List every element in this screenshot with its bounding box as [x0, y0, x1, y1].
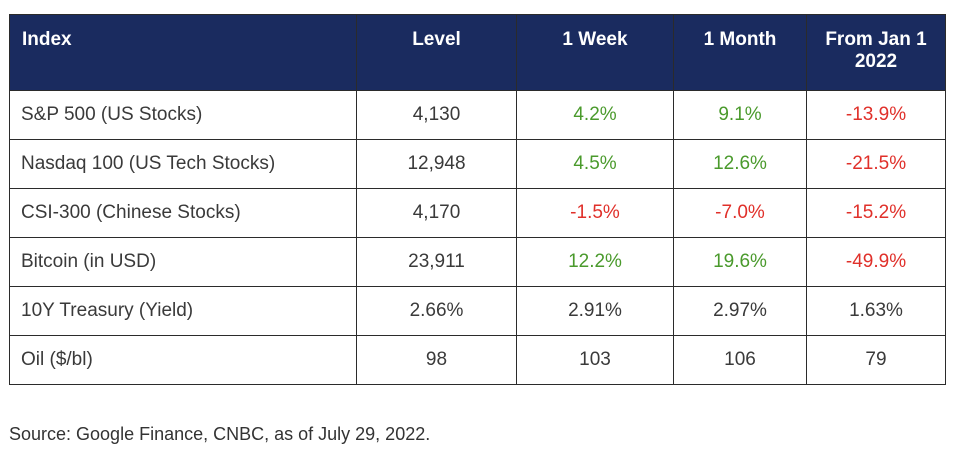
cell-ytd: -13.9% — [806, 90, 946, 140]
cell-1-week: 2.91% — [516, 286, 674, 336]
market-performance-table: Index Level 1 Week 1 Month From Jan 1 20… — [9, 14, 946, 385]
header-level: Level — [356, 14, 517, 91]
cell-ytd: -21.5% — [806, 139, 946, 189]
table-row: CSI-300 (Chinese Stocks) 4,170 -1.5% -7.… — [9, 188, 946, 238]
market-performance-table-container: Index Level 1 Week 1 Month From Jan 1 20… — [9, 14, 946, 385]
cell-level: 4,170 — [356, 188, 517, 238]
cell-1-month: -7.0% — [673, 188, 807, 238]
cell-level: 4,130 — [356, 90, 517, 140]
cell-index-name: CSI-300 (Chinese Stocks) — [9, 188, 357, 238]
cell-1-month: 2.97% — [673, 286, 807, 336]
cell-ytd: 79 — [806, 335, 946, 385]
table-row: S&P 500 (US Stocks) 4,130 4.2% 9.1% -13.… — [9, 90, 946, 140]
table-row: Oil ($/bl) 98 103 106 79 — [9, 335, 946, 385]
cell-1-week: 103 — [516, 335, 674, 385]
cell-index-name: S&P 500 (US Stocks) — [9, 90, 357, 140]
cell-1-month: 19.6% — [673, 237, 807, 287]
cell-level: 98 — [356, 335, 517, 385]
table-row: Nasdaq 100 (US Tech Stocks) 12,948 4.5% … — [9, 139, 946, 189]
cell-level: 23,911 — [356, 237, 517, 287]
cell-level: 12,948 — [356, 139, 517, 189]
cell-index-name: Nasdaq 100 (US Tech Stocks) — [9, 139, 357, 189]
cell-1-week: 4.2% — [516, 90, 674, 140]
cell-index-name: Bitcoin (in USD) — [9, 237, 357, 287]
cell-index-name: 10Y Treasury (Yield) — [9, 286, 357, 336]
header-from-jan-1-2022: From Jan 1 2022 — [806, 14, 946, 91]
table-body: S&P 500 (US Stocks) 4,130 4.2% 9.1% -13.… — [9, 90, 946, 385]
table-header-row: Index Level 1 Week 1 Month From Jan 1 20… — [9, 14, 946, 91]
header-1-week: 1 Week — [516, 14, 674, 91]
cell-1-month: 106 — [673, 335, 807, 385]
cell-1-month: 12.6% — [673, 139, 807, 189]
cell-1-week: 12.2% — [516, 237, 674, 287]
cell-index-name: Oil ($/bl) — [9, 335, 357, 385]
cell-1-week: 4.5% — [516, 139, 674, 189]
cell-level: 2.66% — [356, 286, 517, 336]
source-note: Source: Google Finance, CNBC, as of July… — [9, 424, 431, 444]
cell-ytd: -15.2% — [806, 188, 946, 238]
cell-ytd: 1.63% — [806, 286, 946, 336]
cell-1-week: -1.5% — [516, 188, 674, 238]
table-row: 10Y Treasury (Yield) 2.66% 2.91% 2.97% 1… — [9, 286, 946, 336]
cell-ytd: -49.9% — [806, 237, 946, 287]
table-row: Bitcoin (in USD) 23,911 12.2% 19.6% -49.… — [9, 237, 946, 287]
cell-1-month: 9.1% — [673, 90, 807, 140]
header-index: Index — [9, 14, 357, 91]
header-1-month: 1 Month — [673, 14, 807, 91]
